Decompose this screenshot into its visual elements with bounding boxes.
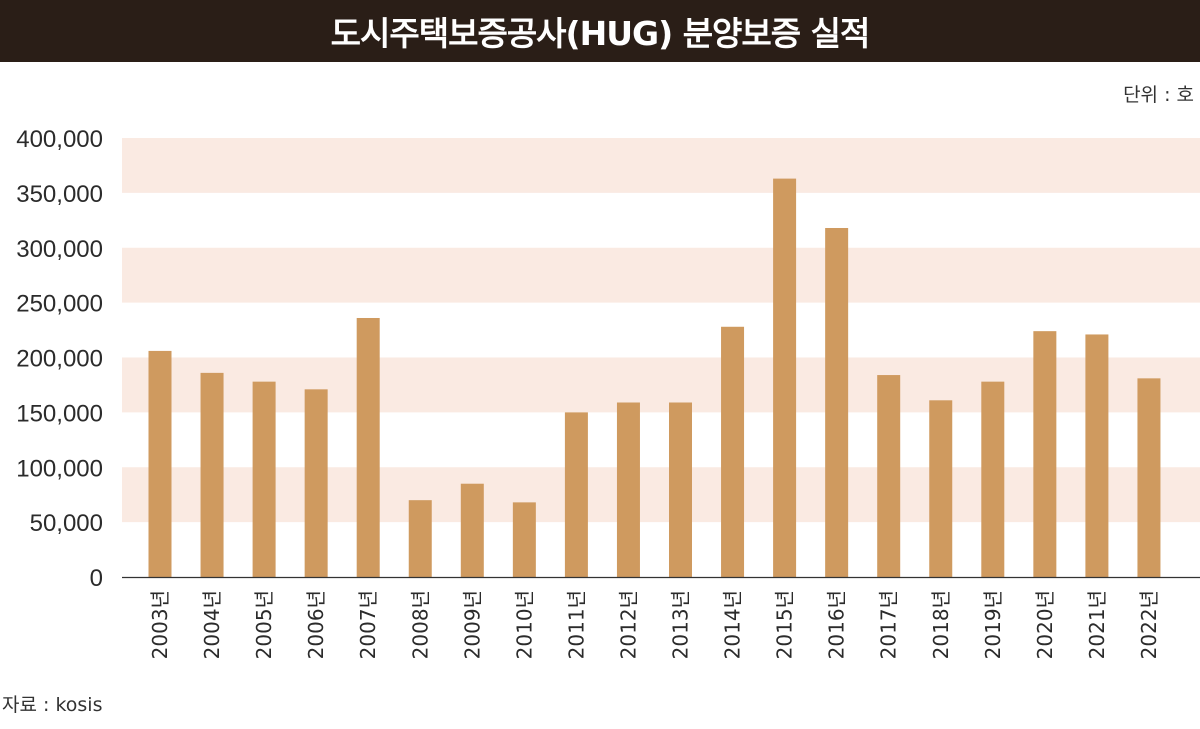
- y-tick-label: 250,000: [16, 291, 103, 318]
- y-tick-label: 50,000: [30, 510, 103, 537]
- y-tick-label: 400,000: [16, 126, 103, 153]
- bar-2005년: [252, 381, 276, 577]
- x-category-label: 2006년: [304, 590, 328, 659]
- grid-band: [122, 467, 1200, 523]
- bar-2016년: [825, 227, 849, 577]
- source-label: 자료 : kosis: [2, 694, 103, 716]
- x-category-label: 2010년: [512, 590, 536, 659]
- bar-2003년: [148, 350, 172, 577]
- bar-2021년: [1085, 334, 1109, 577]
- x-category-label: 2007년: [356, 590, 380, 659]
- x-category-label: 2015년: [773, 590, 797, 659]
- y-tick-label: 0: [90, 565, 103, 592]
- x-category-label: 2005년: [252, 590, 276, 659]
- y-tick-label: 150,000: [16, 400, 103, 427]
- chart-title: 도시주택보증공사(HUG) 분양보증 실적: [330, 14, 871, 53]
- y-tick-label: 350,000: [16, 181, 103, 208]
- x-category-label: 2019년: [981, 590, 1005, 659]
- bar-2010년: [512, 502, 536, 577]
- x-category-label: 2017년: [877, 590, 901, 659]
- bar-2006년: [304, 389, 328, 577]
- x-category-label: 2004년: [200, 590, 224, 659]
- y-tick-label: 100,000: [16, 455, 103, 482]
- bar-2012년: [616, 402, 640, 577]
- y-axis-ticks: 400,000 350,000 300,000 250,000 200,000 150,0…: [16, 126, 103, 592]
- title-bar: 도시주택보증공사(HUG) 분양보증 실적: [0, 0, 1200, 62]
- x-category-label: 2011년: [564, 590, 588, 659]
- bar-2013년: [669, 402, 692, 577]
- bar-2020년: [1033, 331, 1057, 577]
- bar-2014년: [721, 326, 745, 577]
- bar-2008년: [408, 500, 432, 577]
- x-axis-categories: 2003년 2004년 2005년 2006년 2007년 2008년 2009년 2010년…: [148, 590, 1161, 659]
- bar-2018년: [929, 400, 953, 577]
- bar-series: [148, 178, 1161, 578]
- bar-2022년: [1137, 378, 1161, 577]
- x-category-label: 2014년: [721, 590, 745, 659]
- y-tick-label: 200,000: [16, 346, 103, 373]
- bar-2004년: [200, 372, 224, 577]
- bar-2009년: [460, 483, 484, 577]
- x-category-label: 2022년: [1137, 590, 1161, 659]
- bar-2017년: [877, 375, 901, 577]
- x-category-label: 2003년: [148, 590, 172, 659]
- x-category-label: 2018년: [929, 590, 953, 659]
- x-category-label: 2008년: [408, 590, 432, 659]
- x-category-label: 2012년: [616, 590, 640, 659]
- grid-band: [122, 357, 1200, 413]
- bar-2011년: [564, 412, 588, 577]
- grid-band: [122, 138, 1200, 193]
- x-category-label: 2020년: [1033, 590, 1057, 659]
- x-category-label: 2009년: [460, 590, 484, 659]
- bar-2007년: [356, 317, 380, 577]
- unit-label: 단위 : 호: [1123, 84, 1194, 106]
- x-category-label: 2013년: [669, 590, 693, 659]
- x-category-label: 2021년: [1085, 590, 1109, 659]
- grid-band: [122, 247, 1200, 303]
- y-tick-label: 300,000: [16, 236, 103, 263]
- bar-2019년: [981, 381, 1005, 577]
- grid-bands: [122, 138, 1200, 523]
- bar-2015년: [773, 178, 797, 578]
- x-category-label: 2016년: [825, 590, 849, 659]
